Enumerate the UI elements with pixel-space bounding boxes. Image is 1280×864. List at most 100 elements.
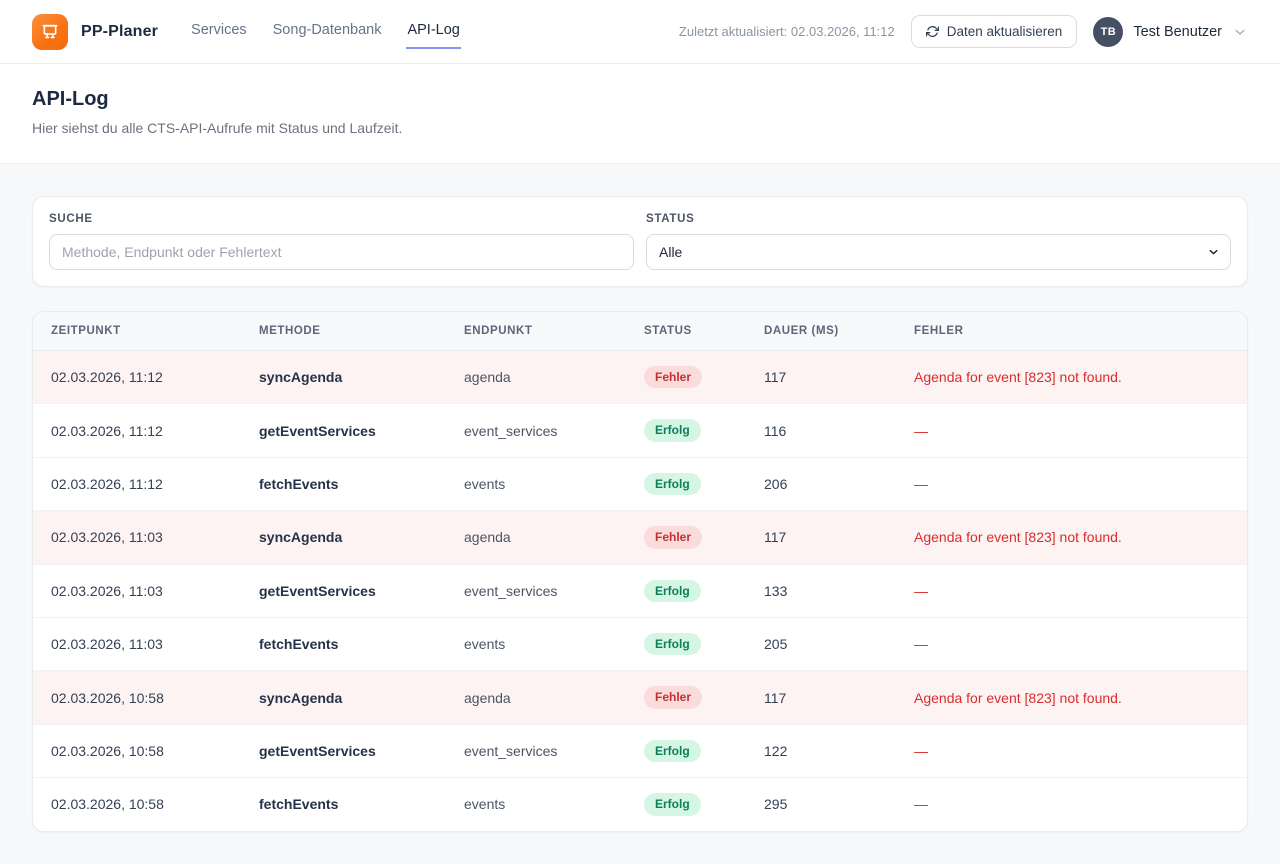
cell-methode: syncAgenda: [241, 670, 446, 725]
table-row: 02.03.2026, 10:58 fetchEvents events Erf…: [33, 778, 1247, 831]
search-field-group: SUCHE: [49, 213, 634, 270]
cell-fehler: —: [896, 617, 1247, 672]
cell-endpunkt: event_services: [446, 724, 626, 779]
cell-zeitpunkt: 02.03.2026, 10:58: [51, 796, 164, 813]
cell-zeitpunkt: 02.03.2026, 11:03: [33, 510, 241, 565]
cell-status: Erfolg: [626, 564, 746, 618]
status-badge: Erfolg: [644, 419, 701, 442]
cell-endpunkt: agenda: [446, 350, 626, 405]
cell-fehler: Agenda for event [823] not found.: [896, 510, 1247, 565]
top-bar-right: Zuletzt aktualisiert: 02.03.2026, 11:12 …: [679, 15, 1248, 48]
cell-methode: getEventServices: [241, 403, 446, 458]
cell-fehler: —: [896, 724, 1247, 779]
cell-endpunkt: agenda: [446, 670, 626, 725]
cell-status: Fehler: [626, 510, 746, 565]
cell-endpunkt: event_services: [446, 564, 626, 618]
cell-methode: syncAgenda: [241, 350, 446, 405]
cell-dauer: 117: [746, 670, 896, 725]
cell-zeitpunkt: 02.03.2026, 11:12: [33, 350, 241, 405]
cell-endpunkt: event_services: [446, 403, 626, 458]
cell-fehler: Agenda for event [823] not found.: [896, 350, 1247, 405]
avatar: TB: [1093, 16, 1124, 47]
cell-methode: fetchEvents: [259, 796, 339, 813]
table-header: ZEITPUNKT METHODE ENDPUNKT STATUS DAUER …: [33, 312, 1247, 351]
cell-methode: getEventServices: [241, 724, 446, 779]
cell-status: Erfolg: [626, 617, 746, 672]
brand-name: PP-Planer: [81, 22, 159, 40]
column-header-fehler: FEHLER: [896, 312, 1247, 351]
status-badge: Erfolg: [644, 632, 701, 656]
cell-dauer: 117: [746, 510, 896, 565]
cell-endpunkt: events: [464, 796, 506, 813]
page-subtitle: Hier siehst du alle CTS-API-Aufrufe mit …: [32, 120, 403, 136]
column-header-endpunkt: ENDPUNKT: [446, 312, 626, 351]
table-row: 02.03.2026, 11:12 getEventServices event…: [33, 403, 1247, 458]
nav-item-api-log[interactable]: API-Log: [406, 14, 461, 49]
cell-status: Erfolg: [626, 724, 746, 779]
cell-status: Erfolg: [626, 457, 746, 512]
cell-fehler: —: [896, 457, 1247, 512]
cell-methode: getEventServices: [241, 564, 446, 618]
search-label: SUCHE: [49, 213, 93, 225]
cell-methode: fetchEvents: [241, 617, 446, 672]
table-row: 02.03.2026, 10:58 getEventServices event…: [33, 724, 1247, 779]
refresh-button-label: Daten aktualisieren: [946, 24, 1063, 39]
cell-fehler: —: [896, 403, 1247, 458]
cell-dauer: 122: [746, 724, 896, 779]
user-name: Test Benutzer: [1133, 23, 1222, 40]
status-badge: Fehler: [644, 366, 703, 389]
cell-zeitpunkt: 02.03.2026, 11:12: [33, 457, 241, 512]
filter-card: SUCHE STATUS Alle: [32, 196, 1248, 287]
user-menu[interactable]: TB Test Benutzer: [1093, 16, 1248, 47]
search-input[interactable]: [49, 234, 634, 270]
table-row: 02.03.2026, 11:03 fetchEvents events Erf…: [33, 617, 1247, 672]
last-updated-text: Zuletzt aktualisiert: 02.03.2026, 11:12: [678, 24, 895, 39]
table-header-row: ZEITPUNKT METHODE ENDPUNKT STATUS DAUER …: [33, 312, 1247, 351]
column-header-zeitpunkt: ZEITPUNKT: [33, 312, 241, 351]
status-badge: Fehler: [644, 686, 703, 709]
cell-dauer: 117: [746, 350, 896, 405]
cell-fehler: —: [896, 564, 1247, 618]
cell-dauer: 133: [746, 564, 896, 618]
status-badge: Erfolg: [644, 793, 701, 816]
status-label: STATUS: [646, 213, 695, 225]
refresh-data-button[interactable]: Daten aktualisieren: [910, 15, 1078, 48]
cell-status: Fehler: [626, 670, 746, 725]
nav-item-services[interactable]: Services: [191, 22, 247, 38]
presentation-board-icon: [40, 22, 60, 42]
cell-dauer: 295: [764, 796, 788, 813]
cell-fehler: Agenda for event [823] not found.: [896, 670, 1247, 725]
cell-methode: fetchEvents: [241, 457, 446, 512]
api-log-table-card: ZEITPUNKT METHODE ENDPUNKT STATUS DAUER …: [32, 311, 1248, 832]
cell-status: Erfolg: [626, 778, 746, 831]
brand: PP-Planer: [32, 13, 159, 50]
column-header-methode: METHODE: [241, 312, 446, 351]
status-badge: Erfolg: [644, 579, 701, 602]
table-row: 02.03.2026, 11:12 syncAgenda agenda Fehl…: [33, 350, 1247, 405]
cell-status: Fehler: [626, 350, 746, 405]
cell-dauer: 205: [746, 617, 896, 672]
status-select[interactable]: Alle: [646, 234, 1231, 270]
cell-endpunkt: agenda: [446, 510, 626, 565]
main-content: SUCHE STATUS Alle: [0, 164, 1280, 864]
status-badge: Erfolg: [644, 739, 701, 763]
page-title: API-Log: [32, 88, 109, 110]
api-log-table-body: 02.03.2026, 11:12 syncAgenda agenda Fehl…: [33, 350, 1247, 831]
nav-item-song-datenbank[interactable]: Song-Datenbank: [272, 22, 382, 38]
refresh-icon: [925, 25, 939, 38]
column-header-status: STATUS: [626, 312, 746, 351]
cell-zeitpunkt: 02.03.2026, 11:12: [33, 403, 241, 458]
cell-fehler: —: [914, 796, 928, 813]
table-row: 02.03.2026, 10:58 syncAgenda agenda Fehl…: [33, 670, 1247, 725]
cell-endpunkt: events: [446, 457, 626, 512]
top-bar: PP-Planer Services Song-Datenbank API-Lo…: [0, 0, 1280, 64]
table-row: 02.03.2026, 11:03 syncAgenda agenda Fehl…: [33, 510, 1247, 565]
table-row: 02.03.2026, 11:03 getEventServices event…: [33, 564, 1247, 618]
main-nav: Services Song-Datenbank API-Log: [190, 14, 461, 49]
status-badge: Fehler: [644, 526, 703, 549]
cell-methode: syncAgenda: [241, 510, 446, 565]
cell-dauer: 206: [746, 457, 896, 512]
cell-dauer: 116: [746, 403, 896, 458]
cell-status: Erfolg: [626, 403, 746, 458]
status-select-wrapper: Alle: [646, 234, 1231, 270]
